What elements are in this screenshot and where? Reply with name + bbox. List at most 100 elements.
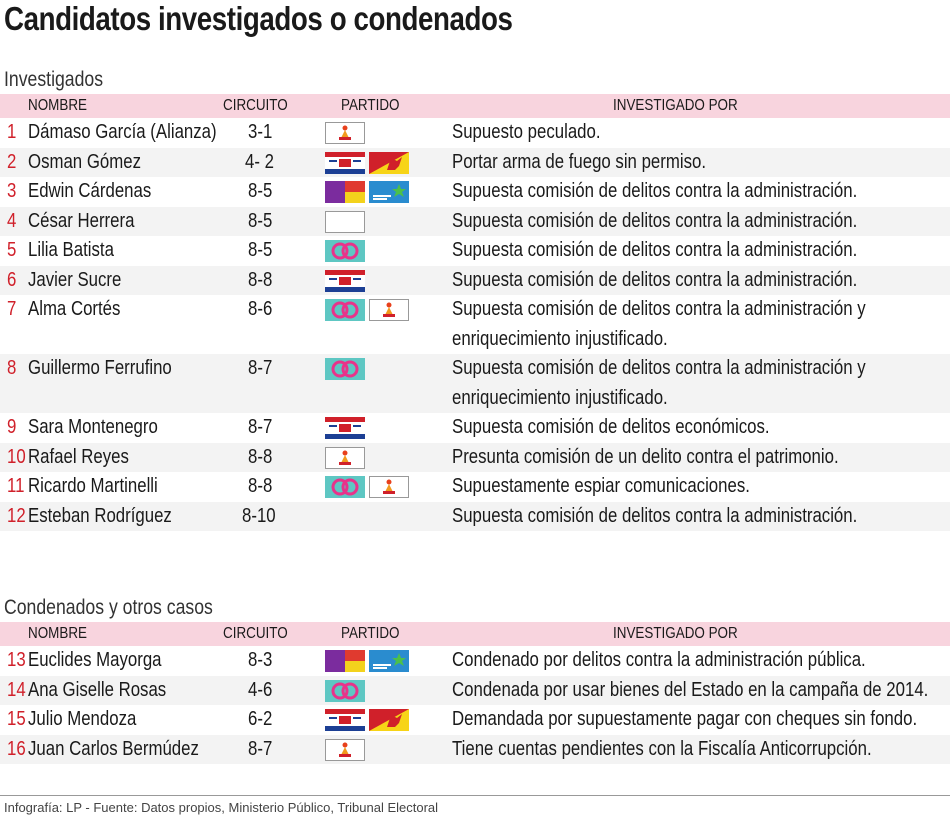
- table-section: Investigados NOMBRE CIRCUITO PARTIDO INVESTI…: [0, 68, 950, 531]
- description: Portar arma de fuego sin permiso.: [452, 150, 706, 173]
- candidate-name: Euclides Mayorga: [28, 646, 187, 676]
- party-logo: [369, 299, 409, 321]
- candidate-name: Lilia Batista: [28, 236, 130, 266]
- party-logo: [325, 417, 365, 439]
- row-number-text: 1: [7, 121, 17, 143]
- candidate-name: César Herrera: [28, 207, 155, 237]
- circuit: 8-7: [222, 413, 302, 443]
- circuit: 8-7: [222, 735, 302, 765]
- row-number: 6: [7, 266, 18, 296]
- column-header-text: PARTIDO: [341, 625, 400, 642]
- row-number-text: 7: [7, 298, 17, 320]
- table-row: 4 César Herrera 8-5 Supuesta comisión de de…: [0, 206, 950, 237]
- candidate-name-text: Alma Cortés: [28, 298, 121, 320]
- column-header: CIRCUITO: [222, 94, 302, 118]
- table-row: 2 Osman Gómez 4- 2 Portar arma de fuego sin…: [0, 147, 950, 178]
- circuit-text: 8-6: [247, 298, 272, 320]
- section-label: Condenados y otros casos: [0, 596, 950, 622]
- candidate-name: Julio Mendoza: [28, 705, 157, 735]
- circuit-text: 6-2: [247, 708, 272, 730]
- party-logo: [369, 151, 409, 174]
- candidate-name-text: Esteban Rodríguez: [28, 504, 172, 527]
- circuit-text: 8-5: [247, 239, 272, 261]
- row-number-text: 2: [7, 150, 17, 173]
- description: Supuesta comisión de delitos económicos.: [452, 416, 770, 438]
- column-header-text: NOMBRE: [28, 97, 87, 114]
- row-number-text: 3: [7, 180, 17, 202]
- circuit-text: 3-1: [247, 121, 272, 143]
- party-logo: [325, 679, 365, 702]
- candidate-name: Osman Gómez: [28, 148, 162, 178]
- table-row: 9 Sara Montenegro 8-7 Supuesta comisión de …: [0, 413, 950, 443]
- column-header: INVESTIGADO POR: [452, 94, 922, 118]
- candidate-name: Esteban Rodríguez: [28, 502, 199, 532]
- table-row: 11 Ricardo Martinelli 8-8 Supuestamente esp…: [0, 472, 950, 502]
- row-number-text: 10: [7, 445, 26, 468]
- candidate-name: Guillermo Ferrufino: [28, 354, 199, 384]
- candidate-name-text: César Herrera: [28, 209, 135, 232]
- candidate-name: Juan Carlos Bermúdez: [28, 735, 231, 765]
- column-header-text: CIRCUITO: [223, 625, 289, 642]
- row-number-text: 6: [7, 268, 17, 291]
- candidate-name-text: Ricardo Martinelli: [28, 475, 158, 497]
- party-logos: [325, 358, 365, 380]
- description: Supuesta comisión de delitos contra la a…: [452, 180, 858, 202]
- column-header: CIRCUITO: [222, 622, 302, 646]
- party-logos: [325, 299, 409, 321]
- candidate-name-text: Ana Giselle Rosas: [28, 678, 167, 701]
- candidate-name-text: Euclides Mayorga: [28, 649, 162, 671]
- row-number-text: 11: [7, 475, 25, 497]
- table-section: Condenados y otros casos NOMBRE CIRCUITO PA…: [0, 596, 950, 764]
- candidate-name-text: Rafael Reyes: [28, 445, 129, 468]
- circuit-text: 8-3: [247, 649, 272, 671]
- party-logos: [325, 476, 409, 498]
- circuit-text: 4- 2: [244, 150, 274, 173]
- column-header-text: INVESTIGADO POR: [612, 97, 738, 114]
- party-logo: [325, 299, 365, 321]
- footer: Infografía: LP - Fuente: Datos propios, …: [0, 795, 950, 815]
- party-logos: [325, 679, 365, 702]
- description: Demandada por supuestamente pagar con ch…: [452, 708, 918, 730]
- row-number-text: 5: [7, 239, 17, 261]
- candidate-name-text: Sara Montenegro: [28, 416, 158, 438]
- section-label-text: Investigados: [4, 68, 104, 91]
- party-logos: [325, 122, 365, 144]
- row-number: 5: [7, 236, 18, 266]
- candidate-name-text: Guillermo Ferrufino: [28, 357, 172, 379]
- table-row: 15 Julio Mendoza 6-2 Demandada por supuesta…: [0, 705, 950, 735]
- table-row: 10 Rafael Reyes 8-8 Presunta comisión de un…: [0, 442, 950, 473]
- row-number: 2: [7, 148, 18, 178]
- row-number-text: 8: [7, 357, 17, 379]
- candidate-name: Ana Giselle Rosas: [28, 676, 193, 706]
- row-number: 1: [7, 118, 18, 148]
- party-logos: [325, 709, 409, 731]
- row-number-text: 14: [7, 678, 26, 701]
- candidate-name: Rafael Reyes: [28, 443, 148, 473]
- party-logo: [325, 650, 365, 672]
- description: Supuestamente espiar comunicaciones.: [452, 475, 750, 497]
- table-row: 16 Juan Carlos Bermúdez 8-7 Tiene cuentas p…: [0, 734, 950, 765]
- party-logos: [325, 738, 365, 761]
- circuit-text: 8-7: [247, 357, 272, 379]
- table-row: 14 Ana Giselle Rosas 4-6 Condenada por usar…: [0, 675, 950, 706]
- party-logo: [325, 210, 365, 233]
- circuit-text: 8-5: [247, 209, 272, 232]
- column-header-text: PARTIDO: [341, 97, 400, 114]
- candidate-name-text: Juan Carlos Bermúdez: [28, 737, 199, 760]
- candidate-name-text: Lilia Batista: [28, 239, 114, 261]
- row-number-text: 15: [7, 708, 26, 730]
- description: Condenada por usar bienes del Estado en …: [452, 678, 929, 701]
- column-header: PARTIDO: [341, 622, 411, 646]
- party-logos: [325, 650, 409, 672]
- circuit: 4-6: [222, 676, 302, 706]
- party-logo: [325, 151, 365, 174]
- party-logos: [325, 446, 365, 469]
- row-number: 16: [7, 735, 29, 765]
- row-number: 8: [7, 354, 18, 384]
- party-logos: [325, 210, 365, 233]
- row-number: 13: [7, 646, 29, 676]
- description: Presunta comisión de un delito contra el…: [452, 445, 839, 468]
- table-row: 8 Guillermo Ferrufino 8-7 Supuesta comisión…: [0, 354, 950, 413]
- circuit: 8-5: [222, 177, 302, 207]
